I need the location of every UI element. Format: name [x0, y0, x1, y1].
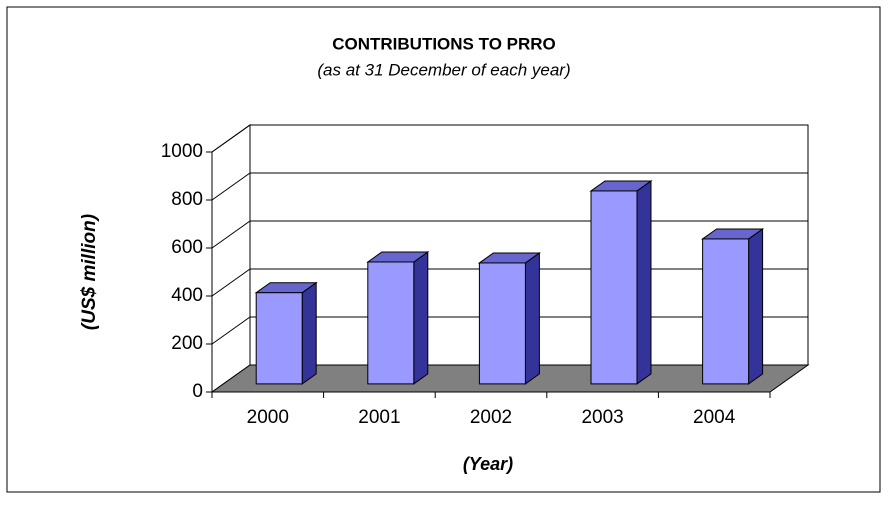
- grid-line: [211, 220, 251, 249]
- y-tick-label: 0: [192, 381, 203, 402]
- x-tick-label: 2001: [358, 407, 400, 428]
- bar: [590, 190, 638, 385]
- bar: [367, 261, 415, 385]
- x-tick-label: 2003: [581, 407, 623, 428]
- bar-side: [636, 179, 652, 385]
- x-tick-label: 2002: [470, 407, 512, 428]
- y-tick-label: 1000: [161, 141, 203, 162]
- grid-line: [211, 172, 251, 201]
- bar-side: [301, 281, 317, 385]
- y-tick-label: 200: [171, 333, 203, 354]
- grid-line: [211, 268, 251, 297]
- y-tick-label: 600: [171, 237, 203, 258]
- bar: [702, 238, 750, 385]
- y-axis-label: (US$ million): [79, 214, 100, 330]
- side-wall: [211, 124, 251, 393]
- x-tick-label: 2000: [247, 407, 289, 428]
- bar: [255, 292, 303, 385]
- chart-subtitle: (as at 31 December of each year): [317, 60, 570, 79]
- x-axis-label: (Year): [463, 454, 513, 474]
- grid-line: [211, 124, 251, 153]
- y-tick-label: 400: [171, 285, 203, 306]
- bar-side: [748, 227, 764, 385]
- bar: [478, 262, 526, 385]
- bar-side: [524, 251, 540, 385]
- chart-title: CONTRIBUTIONS TO PRRO: [332, 34, 556, 53]
- y-tick-label: 800: [171, 189, 203, 210]
- x-tick-label: 2004: [693, 407, 736, 428]
- bar-side: [413, 251, 429, 385]
- grid-line: [211, 316, 251, 345]
